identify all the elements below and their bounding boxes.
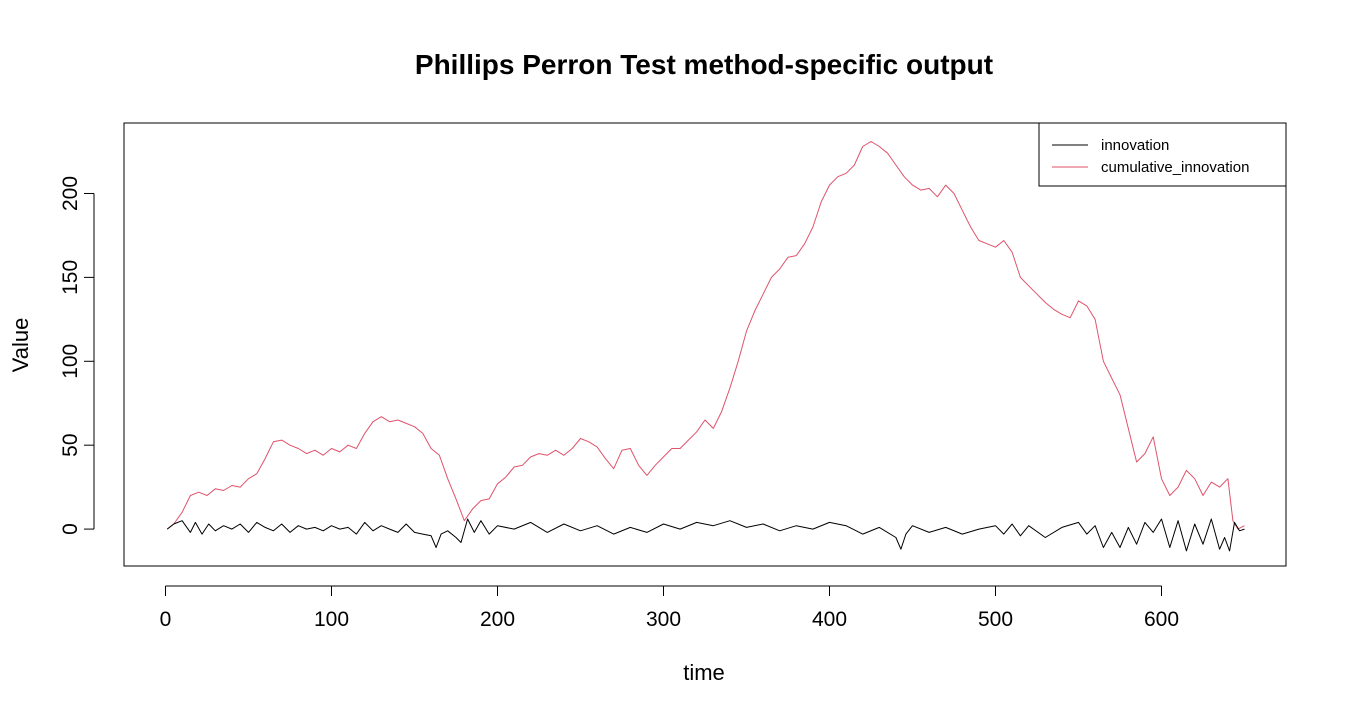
y-tick-label: 100: [59, 344, 82, 379]
x-tick-label: 600: [1144, 608, 1179, 631]
series-line-cumulative-innovation: [166, 141, 1245, 530]
x-tick-label: 0: [160, 608, 172, 631]
x-tick-label: 100: [314, 608, 349, 631]
y-axis-label: Value: [8, 318, 33, 373]
y-tick-label: 200: [59, 176, 82, 211]
series-lines: [166, 141, 1245, 552]
legend-label: innovation: [1101, 137, 1169, 154]
x-axis-label: time: [683, 660, 725, 685]
x-tick-label: 400: [812, 608, 847, 631]
y-tick-label: 150: [59, 260, 82, 295]
y-axis: 0 50 100 150 200: [59, 176, 95, 535]
legend: innovation cumulative_innovation: [1038, 122, 1287, 187]
legend-box: [1038, 122, 1287, 187]
x-tick-label: 200: [480, 608, 515, 631]
x-axis: 0 100 200 300 400 500 600: [160, 585, 1179, 631]
y-tick-label: 50: [59, 434, 82, 457]
series-line-innovation: [166, 518, 1245, 552]
x-tick-label: 500: [978, 608, 1013, 631]
legend-label: cumulative_innovation: [1101, 159, 1249, 176]
y-tick-label: 0: [59, 523, 82, 535]
chart-title: Phillips Perron Test method-specific out…: [415, 49, 993, 80]
plot-area: [123, 122, 1287, 567]
x-tick-label: 300: [646, 608, 681, 631]
